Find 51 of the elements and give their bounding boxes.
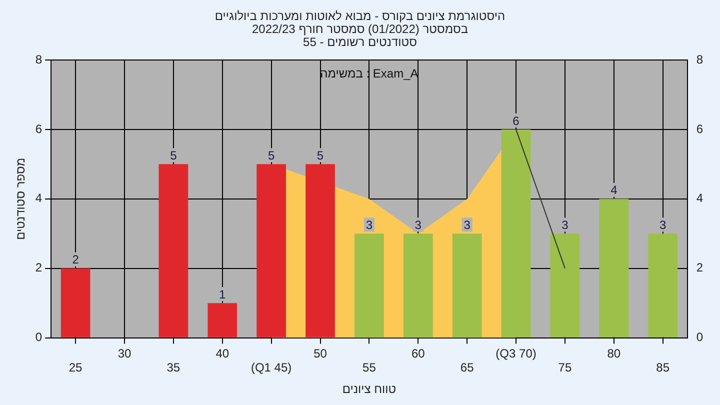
x-tick-label: 35 [166,360,180,375]
data-label: 2 [72,252,80,267]
x-tick-label: 60 [411,346,426,360]
bar [306,164,335,338]
bar [60,268,90,338]
bar [501,129,531,338]
y-tick-label: 2 [35,260,42,275]
y2-tick-label: 6 [696,122,704,136]
bar [354,234,384,338]
bar [452,234,482,338]
data-label: 5 [170,148,178,162]
y2-tick-label: 4 [696,191,704,206]
x-tick-label: (Q1 45) [250,360,292,375]
y2-tick-label: 0 [696,330,704,344]
data-label: 3 [366,218,373,232]
x-tick-label: 25 [68,360,83,375]
data-label: 6 [512,114,520,128]
x-tick-label: 55 [362,360,376,375]
bar [550,234,580,338]
bar [208,303,238,338]
x-tick-label: 75 [558,360,572,375]
y-tick-label: 8 [35,52,42,66]
data-label: 3 [562,218,569,232]
bar [158,164,188,338]
data-label: 5 [268,148,275,162]
data-label: 3 [464,218,471,232]
y2-tick-label: 8 [696,52,704,66]
bar [599,198,629,338]
x-tick-label: 40 [216,346,230,360]
y-axis-title: מספר סטודנטים [14,158,28,240]
y-tick-label: 4 [35,191,42,206]
data-label: 4 [610,183,618,198]
bar [256,164,286,338]
data-label: 5 [316,148,324,162]
x-tick-label: 65 [460,360,474,375]
data-label: 1 [219,287,226,302]
x-tick-label: 85 [656,360,670,375]
x-tick-label: 80 [607,346,621,360]
x-tick-label: (Q3 70) [496,346,536,360]
chart-title: היסטוגרמת ציונים בקורס - מבוא לאוטות ומערכות ביולוגיים [214,9,506,23]
x-axis-title: טווח ציונים [342,382,396,396]
bar [403,234,433,338]
data-label: 3 [414,218,422,232]
y-tick-label: 0 [35,330,42,344]
data-label: 3 [660,218,667,232]
x-tick-label: 50 [314,346,328,360]
y2-tick-label: 2 [696,260,704,275]
bar [648,234,678,338]
x-tick-label: 30 [118,346,132,360]
y-tick-label: 6 [35,122,42,136]
chart-subtitle: בסמסטר (01/2022) סמסטר חורף 2022/23 סטודנטים רשומים - 55 [250,22,470,49]
